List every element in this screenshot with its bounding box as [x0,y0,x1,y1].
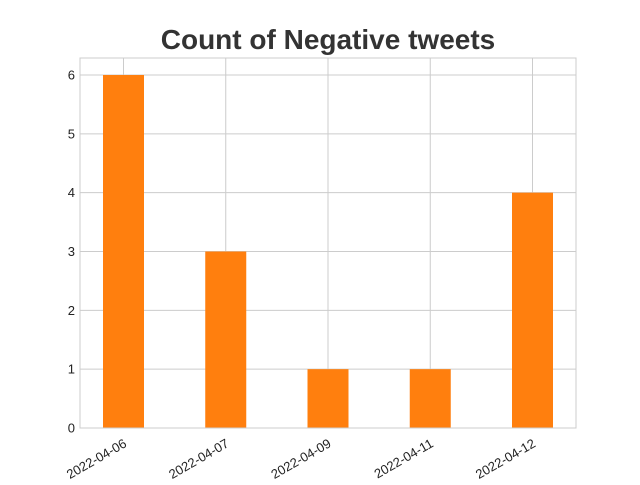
chart-title: Count of Negative tweets [161,24,495,55]
bar-2022-04-07 [205,251,247,428]
y-tick-label: 2 [68,303,75,318]
x-axis-ticks: 2022-04-06 2022-04-07 2022-04-09 2022-04-11… [64,436,538,482]
x-tick-label: 2022-04-12 [473,436,538,480]
y-tick-label: 6 [68,68,75,83]
bar-2022-04-06 [103,75,144,428]
y-axis-ticks: 0 1 2 3 4 5 6 [68,68,75,436]
bar-2022-04-09 [307,369,349,428]
y-tick-label: 3 [68,244,75,259]
bar-2022-04-11 [409,369,451,428]
x-tick-label: 2022-04-11 [371,436,435,480]
y-tick-label: 1 [68,362,75,377]
grid [80,58,576,428]
bar-2022-04-12 [512,192,553,428]
y-tick-label: 4 [68,185,75,200]
plot-frame [79,57,577,429]
x-tick-label: 2022-04-07 [166,436,231,480]
y-tick-label: 5 [68,126,75,141]
y-tick-label: 0 [68,421,75,436]
x-tick-label: 2022-04-09 [268,436,333,480]
bars [103,75,553,428]
x-tick-label: 2022-04-06 [64,436,129,480]
